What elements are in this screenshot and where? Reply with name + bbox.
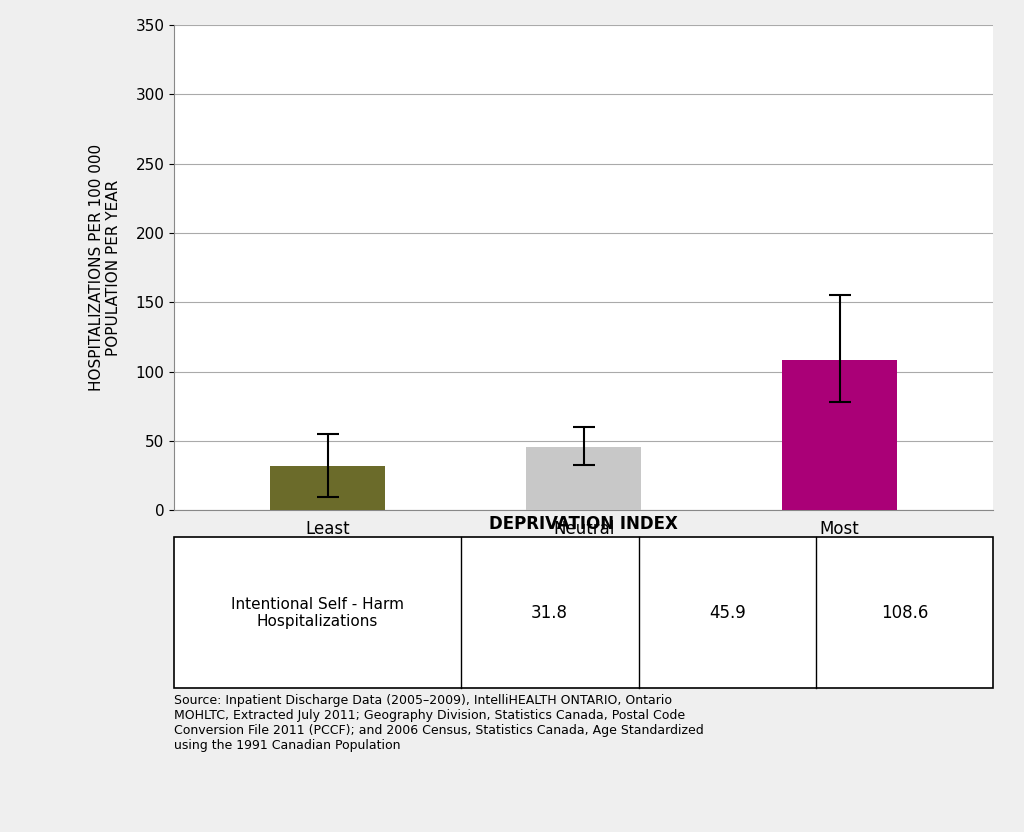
Text: 108.6: 108.6 xyxy=(881,604,929,622)
FancyBboxPatch shape xyxy=(174,537,993,688)
Bar xyxy=(270,466,385,510)
Bar xyxy=(782,359,897,510)
Text: 31.8: 31.8 xyxy=(531,604,568,622)
Text: 45.9: 45.9 xyxy=(709,604,745,622)
Text: Intentional Self - Harm
Hospitalizations: Intentional Self - Harm Hospitalizations xyxy=(231,597,403,629)
Y-axis label: HOSPITALIZATIONS PER 100 000
POPULATION PER YEAR: HOSPITALIZATIONS PER 100 000 POPULATION … xyxy=(89,144,122,391)
Bar xyxy=(526,447,641,510)
Text: Source: Inpatient Discharge Data (2005–2009), IntelliHEALTH ONTARIO, Ontario
MOH: Source: Inpatient Discharge Data (2005–2… xyxy=(174,695,703,752)
Text: DEPRIVATION INDEX: DEPRIVATION INDEX xyxy=(489,515,678,532)
